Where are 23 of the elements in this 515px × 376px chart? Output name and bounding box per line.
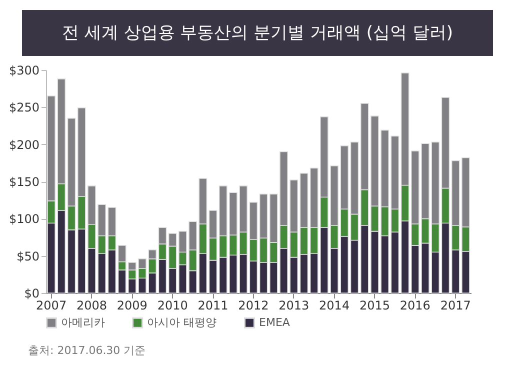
legend-label: 아시아 태평양	[147, 316, 216, 329]
y-tick-label: $200	[8, 138, 40, 152]
x-tick-label: 2010	[157, 298, 188, 312]
x-tick-label: 2017	[440, 298, 471, 312]
y-tick-label: $0	[24, 286, 40, 300]
x-tick-label: 2009	[116, 298, 148, 312]
y-tick-label: $50	[16, 249, 40, 264]
x-tick-label: 2015	[359, 298, 390, 312]
x-tick-label: 2012	[238, 298, 269, 312]
y-tick-label: $250	[8, 100, 40, 115]
y-tick-label: $100	[8, 212, 40, 226]
chart-title: 전 세계 상업용 부동산의 분기별 거래액 (십억 달러)	[22, 10, 493, 56]
y-tick-label: $150	[8, 175, 40, 189]
x-tick-label: 2007	[36, 298, 67, 312]
x-tick-label: 2014	[319, 298, 350, 312]
legend-label: 아메리카	[61, 316, 105, 329]
x-tick-label: 2013	[278, 298, 310, 312]
x-tick-label: 2016	[400, 298, 430, 312]
legend-label: EMEA	[259, 316, 290, 329]
x-tick-label: 2011	[198, 298, 228, 312]
y-tick-label: $300	[8, 64, 40, 78]
source-note: 출처: 2017.06.30 기준	[28, 343, 147, 358]
x-tick-label: 2008	[76, 298, 108, 312]
